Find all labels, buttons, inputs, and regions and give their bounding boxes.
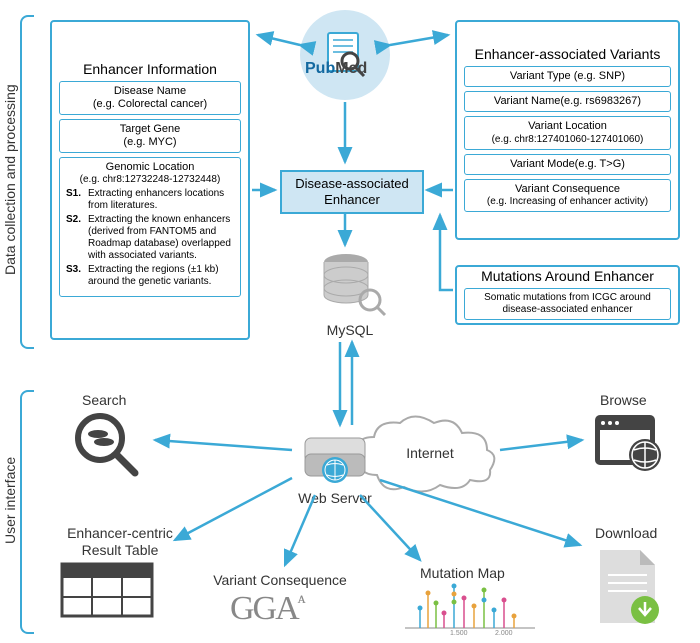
target-gene-box: Target Gene (e.g. MYC) — [59, 119, 241, 153]
variant-mode-box: Variant Mode(e.g. T>G) — [464, 154, 671, 175]
genomic-example: (e.g. chr8:12732248-12732448) — [62, 174, 238, 186]
variant-name-box: Variant Name(e.g. rs6983267) — [464, 91, 671, 112]
download-icon — [590, 545, 665, 630]
enhancer-info-header: Enhancer Information — [55, 61, 245, 77]
step-s2: S2. Extracting the known enhancers (deri… — [66, 214, 234, 262]
target-gene-label: Target Gene — [62, 123, 238, 136]
variant-consequence-box: Variant Consequence (e.g. Increasing of … — [464, 179, 671, 212]
server-icon — [295, 430, 375, 490]
mutation-map-icon: 1,500 2,000 — [400, 580, 540, 635]
s3-text: Extracting the regions (±1 kb) around th… — [88, 264, 234, 288]
pubmed-circle — [300, 10, 390, 100]
top-bracket — [20, 15, 34, 349]
bottom-section-label: User interface — [2, 440, 18, 560]
variants-box: Enhancer-associated Variants Variant Typ… — [455, 20, 680, 240]
mutations-header: Mutations Around Enhancer — [460, 268, 675, 284]
internet-label: Internet — [395, 445, 465, 461]
disease-enhancer-box: Disease-associated Enhancer — [280, 170, 424, 214]
result-table-label: Enhancer-centric Result Table — [50, 525, 190, 559]
top-section-label: Data collection and processing — [2, 80, 18, 280]
browse-label: Browse — [600, 392, 647, 408]
mysql-label: MySQL — [320, 322, 380, 338]
disease-example: (e.g. Colorectal cancer) — [62, 98, 238, 111]
variant-conseq-label: Variant Consequence — [467, 183, 668, 196]
target-gene-example: (e.g. MYC) — [62, 136, 238, 149]
svg-text:2,000: 2,000 — [495, 630, 513, 635]
genomic-box: Genomic Location (e.g. chr8:12732248-127… — [59, 157, 241, 297]
s1-label: S1. — [66, 188, 88, 212]
svg-text:1,500: 1,500 — [450, 630, 468, 635]
step-s3: S3. Extracting the regions (±1 kb) aroun… — [66, 264, 234, 288]
gga-text: GGAᴀ — [230, 590, 304, 628]
s3-label: S3. — [66, 264, 88, 288]
mutation-map-label: Mutation Map — [420, 565, 505, 581]
table-icon — [60, 562, 155, 622]
mutations-box: Mutations Around Enhancer Somatic mutati… — [455, 265, 680, 325]
variant-conseq-label: Variant Consequence — [205, 572, 355, 588]
step-s1: S1. Extracting enhancers locations from … — [66, 188, 234, 212]
database-icon — [318, 250, 388, 320]
s1-text: Extracting enhancers locations from lite… — [88, 188, 234, 212]
download-label: Download — [595, 525, 657, 541]
genomic-label: Genomic Location — [62, 161, 238, 174]
variant-loc-example: (e.g. chr8:127401060-127401060) — [467, 134, 668, 146]
variant-location-box: Variant Location (e.g. chr8:127401060-12… — [464, 116, 671, 149]
search-icon — [70, 408, 145, 483]
pubmed-label: PubMed — [305, 60, 367, 78]
webserver-label: Web Server — [290, 490, 380, 506]
search-label: Search — [82, 392, 126, 408]
disease-label: Disease Name — [62, 85, 238, 98]
variant-loc-label: Variant Location — [467, 120, 668, 133]
s2-label: S2. — [66, 214, 88, 262]
browse-icon — [590, 410, 670, 480]
mutations-text: Somatic mutations from ICGC around disea… — [464, 288, 671, 320]
variants-header: Enhancer-associated Variants — [460, 46, 675, 62]
bottom-bracket — [20, 390, 34, 634]
variant-type-box: Variant Type (e.g. SNP) — [464, 66, 671, 87]
enhancer-info-box: Enhancer Information Disease Name (e.g. … — [50, 20, 250, 340]
variant-conseq-example: (e.g. Increasing of enhancer activity) — [467, 196, 668, 208]
disease-name-box: Disease Name (e.g. Colorectal cancer) — [59, 81, 241, 115]
s2-text: Extracting the known enhancers (derived … — [88, 214, 234, 262]
